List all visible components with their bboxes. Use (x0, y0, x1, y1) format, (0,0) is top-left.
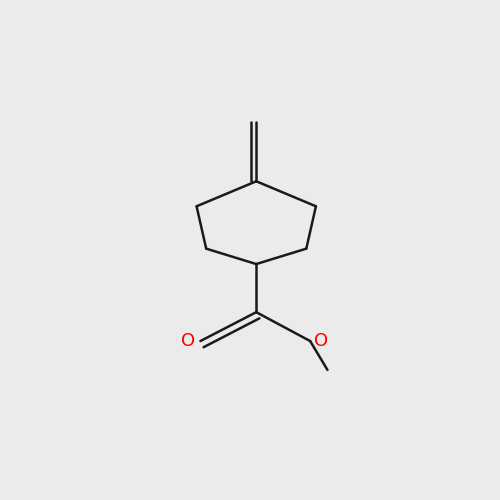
Text: O: O (182, 332, 196, 350)
Text: O: O (314, 332, 328, 350)
